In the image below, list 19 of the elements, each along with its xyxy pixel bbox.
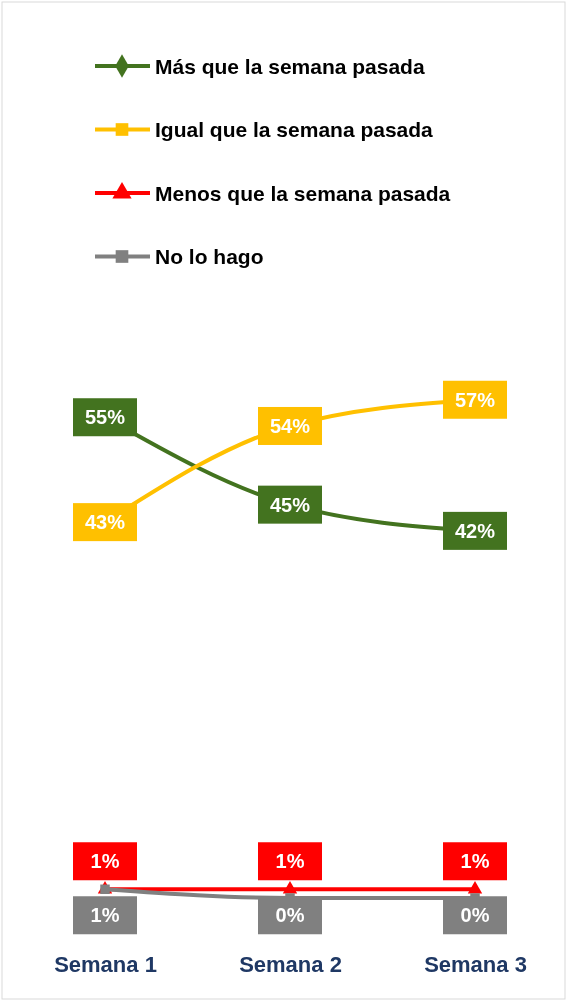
data-label: 43% <box>84 511 126 534</box>
data-label: 1% <box>90 904 120 927</box>
data-label: 1% <box>460 850 490 873</box>
data-label: 0% <box>275 904 305 927</box>
data-label: 1% <box>275 850 305 873</box>
x-tick-label: Semana 3 <box>424 951 527 977</box>
legend-label: Menos que la semana pasada <box>155 181 451 205</box>
x-tick-label: Semana 2 <box>239 951 342 977</box>
data-label: 45% <box>269 493 311 516</box>
x-tick-label: Semana 1 <box>54 951 157 977</box>
data-label: 55% <box>84 406 126 429</box>
data-label: 54% <box>269 414 311 437</box>
data-label: 57% <box>454 388 496 411</box>
data-label: 1% <box>90 850 120 873</box>
data-label: 42% <box>454 519 496 542</box>
legend-label: Igual que la semana pasada <box>155 118 434 141</box>
data-label: 0% <box>460 904 490 927</box>
legend-label: No lo hago <box>155 245 264 268</box>
legend-label: Más que la semana pasada <box>155 54 425 78</box>
